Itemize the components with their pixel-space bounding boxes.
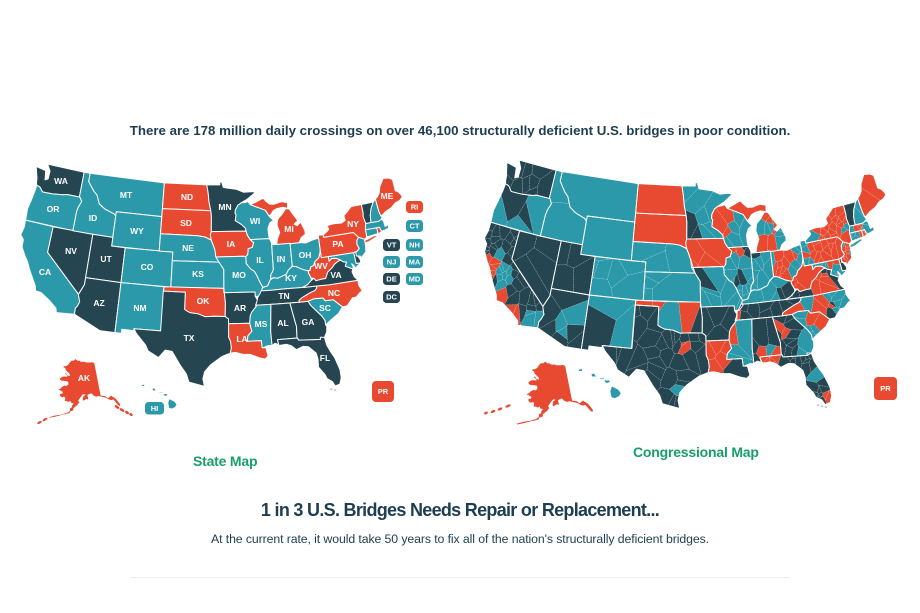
svg-text:IA: IA <box>227 239 236 249</box>
svg-text:VA: VA <box>330 270 341 280</box>
svg-text:OR: OR <box>47 204 60 214</box>
svg-text:MS: MS <box>255 319 268 329</box>
svg-text:MT: MT <box>120 190 133 200</box>
svg-text:PR: PR <box>378 387 389 396</box>
svg-text:DC: DC <box>386 293 397 302</box>
svg-text:FL: FL <box>320 353 330 363</box>
svg-text:MN: MN <box>218 202 231 212</box>
svg-text:NC: NC <box>328 288 340 298</box>
svg-text:AL: AL <box>277 318 288 328</box>
svg-text:NH: NH <box>409 241 420 250</box>
svg-text:TX: TX <box>184 333 195 343</box>
svg-text:IL: IL <box>256 255 264 265</box>
svg-text:CA: CA <box>39 267 51 277</box>
svg-text:TN: TN <box>278 291 289 301</box>
svg-text:SC: SC <box>319 303 331 313</box>
svg-text:NE: NE <box>182 243 194 253</box>
svg-text:WA: WA <box>54 176 68 186</box>
svg-text:KY: KY <box>285 273 297 283</box>
svg-text:ID: ID <box>89 213 98 223</box>
svg-text:HI: HI <box>151 404 159 413</box>
svg-text:NJ: NJ <box>387 258 397 267</box>
svg-text:LA: LA <box>236 334 247 344</box>
svg-text:RI: RI <box>411 203 419 212</box>
svg-text:WI: WI <box>250 216 260 226</box>
svg-text:AK: AK <box>78 373 91 383</box>
svg-text:UT: UT <box>100 254 112 264</box>
svg-text:DE: DE <box>386 275 396 284</box>
svg-text:PR: PR <box>880 384 891 393</box>
svg-text:WV: WV <box>314 261 328 271</box>
svg-text:MA: MA <box>409 258 421 267</box>
svg-text:MI: MI <box>284 224 293 234</box>
svg-text:ND: ND <box>181 192 193 202</box>
svg-text:SD: SD <box>180 218 192 228</box>
svg-text:OH: OH <box>299 250 312 260</box>
svg-text:ME: ME <box>381 191 394 201</box>
svg-text:VT: VT <box>387 241 397 250</box>
svg-text:WY: WY <box>130 226 144 236</box>
svg-text:NM: NM <box>133 303 146 313</box>
svg-text:KS: KS <box>192 269 204 279</box>
svg-text:AZ: AZ <box>93 298 104 308</box>
svg-text:NY: NY <box>347 219 359 229</box>
svg-text:OK: OK <box>197 296 211 306</box>
svg-text:IN: IN <box>277 254 286 264</box>
svg-text:NV: NV <box>65 246 77 256</box>
svg-text:MO: MO <box>232 270 246 280</box>
svg-text:CO: CO <box>141 262 154 272</box>
svg-text:GA: GA <box>302 317 315 327</box>
svg-text:AR: AR <box>234 303 246 313</box>
svg-text:CT: CT <box>410 222 420 231</box>
svg-text:PA: PA <box>332 239 343 249</box>
svg-text:MD: MD <box>409 275 421 284</box>
